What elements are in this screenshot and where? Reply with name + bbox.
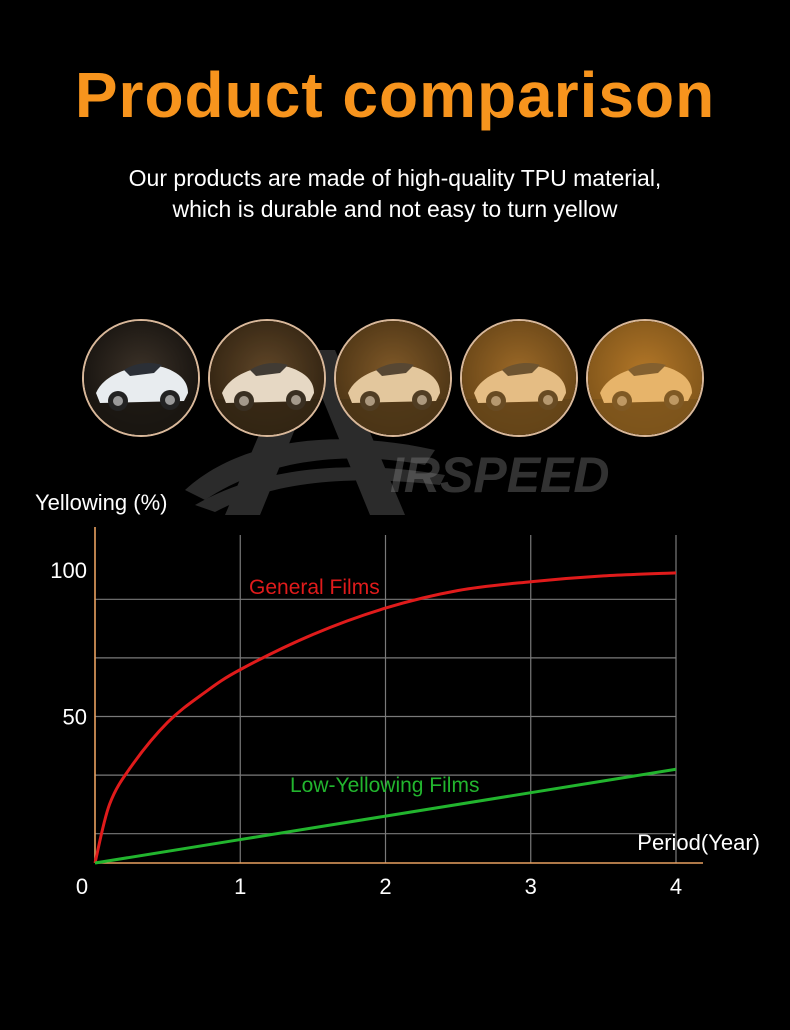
watermark-brand-text: IRSPEED: [390, 447, 610, 503]
brand-watermark-logo: IRSPEED: [185, 350, 610, 515]
x-tick-label-0: 0: [76, 874, 88, 899]
page-subtitle: Our products are made of high-quality TP…: [0, 163, 790, 225]
y-tick-label-100: 100: [50, 558, 87, 583]
series-label-general-films: General Films: [249, 576, 380, 599]
yellowing-chart: Yellowing (%) Period(Year) 0 1 2 3 4 50 100 Gener…: [35, 490, 760, 899]
car-photo-5: [586, 319, 704, 437]
car-photo-2: [208, 319, 326, 437]
car-photo-strip: [82, 319, 706, 439]
y-tick-label-50: 50: [63, 705, 87, 730]
car-photo-1: [82, 319, 200, 437]
x-tick-label-4: 4: [670, 874, 682, 899]
car-photo-4: [460, 319, 578, 437]
x-tick-label-2: 2: [379, 874, 391, 899]
x-tick-label-3: 3: [525, 874, 537, 899]
series-line-general-films: [93, 571, 677, 864]
subtitle-line-2: which is durable and not easy to turn ye…: [172, 196, 618, 222]
x-tick-label-1: 1: [234, 874, 246, 899]
series-label-low-yellowing-films: Low-Yellowing Films: [290, 774, 479, 797]
y-axis-title: Yellowing (%): [35, 490, 167, 515]
subtitle-line-1: Our products are made of high-quality TP…: [128, 165, 662, 191]
x-axis-title: Period(Year): [637, 830, 760, 855]
car-photo-3: [334, 319, 452, 437]
series-line-low-yellowing-films: [94, 767, 677, 865]
page-title: Product comparison: [74, 59, 716, 131]
